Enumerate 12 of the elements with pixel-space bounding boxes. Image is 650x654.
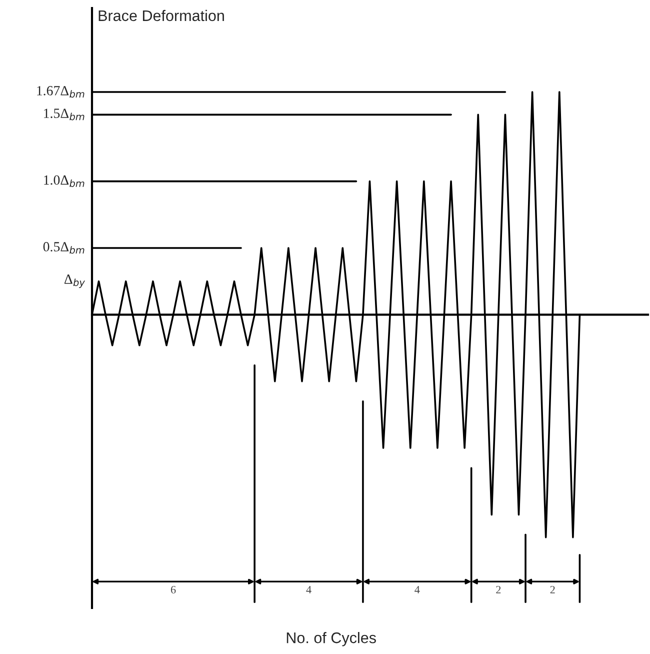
y-tick-label: 1.0Δ$_{bm}$ (44, 175, 84, 188)
annotation: 4 (414, 586, 420, 594)
y-tick-label: 1.5Δ$_{bm}$ (44, 108, 84, 120)
annotation: 4 (306, 586, 312, 594)
annotation: 2 (496, 586, 501, 594)
y-tick-label: 0.5Δ$_{bm}$ (43, 242, 84, 254)
y-tick-label: 1.67Δ$_{bm}$ (37, 86, 84, 98)
y-tick-label: Δ$_{by}$ (64, 274, 86, 288)
annotation: 2 (550, 586, 555, 594)
x-axis-title: No. of Cycles (286, 632, 376, 646)
y-axis-title: Brace Deformation (98, 10, 224, 22)
annotation: 6 (170, 586, 176, 594)
